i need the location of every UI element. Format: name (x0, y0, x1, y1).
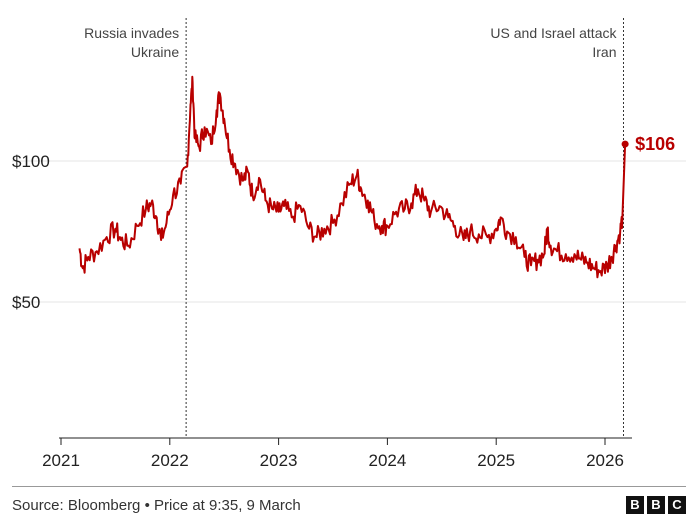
x-tick-label: 2026 (586, 451, 624, 470)
x-tick-label: 2025 (477, 451, 515, 470)
event-label: Ukraine (131, 44, 179, 60)
x-axis-ticks: 2021 2022 2023 2024 2025 2026 (42, 438, 624, 470)
footer-divider (12, 486, 686, 487)
x-tick-label: 2023 (260, 451, 298, 470)
logo-letter: C (668, 496, 686, 514)
series-group: $106 (78, 75, 675, 279)
y-tick-label: $50 (12, 293, 40, 312)
y-tick-label: $100 (12, 152, 50, 171)
y-axis-ticks: $100 $50 (12, 152, 50, 312)
event-label: US and Israel attack (490, 25, 617, 41)
x-tick-label: 2024 (368, 451, 406, 470)
oil-price-chart: $100 $50 Russia invades Ukraine US and Isra… (12, 18, 686, 470)
gridlines (12, 160, 686, 303)
event-markers: Russia invades Ukraine US and Israel attac… (84, 18, 624, 438)
event-label: Russia invades (84, 25, 179, 41)
price-line (78, 75, 627, 279)
x-tick-label: 2022 (151, 451, 189, 470)
end-value-label: $106 (635, 134, 675, 154)
logo-letter: B (626, 496, 644, 514)
event-label: Iran (592, 44, 616, 60)
logo-letter: B (647, 496, 665, 514)
bbc-logo: B B C (626, 496, 686, 514)
source-note: Source: Bloomberg • Price at 9:35, 9 Mar… (12, 497, 301, 514)
x-tick-label: 2021 (42, 451, 80, 470)
end-point-marker (621, 140, 629, 148)
